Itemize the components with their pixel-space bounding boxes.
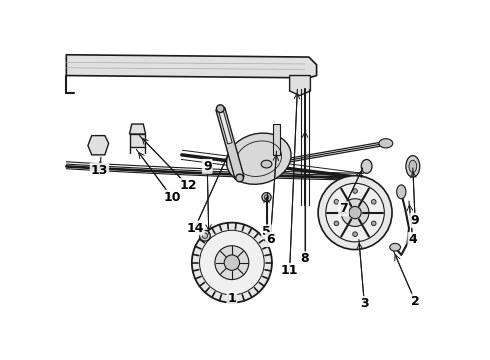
Ellipse shape (397, 185, 406, 199)
Ellipse shape (199, 230, 210, 241)
Text: 6: 6 (266, 233, 275, 246)
Ellipse shape (202, 233, 208, 238)
Text: 12: 12 (179, 179, 196, 192)
Text: 11: 11 (281, 264, 298, 277)
Text: 3: 3 (360, 297, 368, 310)
Circle shape (318, 176, 392, 249)
Ellipse shape (262, 193, 271, 202)
Polygon shape (218, 108, 232, 144)
Ellipse shape (390, 243, 400, 251)
Circle shape (334, 221, 339, 226)
Circle shape (192, 222, 272, 303)
Text: 1: 1 (227, 292, 236, 305)
Circle shape (334, 199, 339, 204)
Text: 5: 5 (262, 225, 271, 238)
Text: 9: 9 (411, 214, 419, 227)
Ellipse shape (261, 160, 272, 168)
Circle shape (353, 189, 357, 193)
Polygon shape (290, 76, 311, 95)
Polygon shape (216, 107, 244, 179)
Ellipse shape (264, 195, 269, 199)
Text: 2: 2 (411, 294, 419, 308)
Circle shape (215, 246, 249, 280)
Polygon shape (130, 134, 145, 147)
Circle shape (236, 174, 244, 182)
Polygon shape (88, 136, 109, 155)
Circle shape (349, 206, 361, 219)
Circle shape (353, 232, 357, 237)
Text: 4: 4 (409, 233, 417, 246)
Circle shape (224, 255, 240, 270)
Circle shape (326, 183, 384, 242)
Text: 7: 7 (339, 202, 348, 215)
Circle shape (199, 230, 264, 295)
Circle shape (371, 199, 376, 204)
Ellipse shape (226, 133, 291, 184)
Circle shape (371, 221, 376, 226)
Polygon shape (66, 55, 317, 78)
Ellipse shape (406, 156, 420, 177)
Ellipse shape (379, 139, 393, 148)
Ellipse shape (409, 160, 416, 172)
Ellipse shape (361, 159, 372, 173)
Text: 10: 10 (163, 191, 180, 204)
Text: 13: 13 (91, 164, 108, 177)
Text: 9: 9 (203, 160, 212, 173)
Circle shape (341, 199, 369, 226)
Text: 14: 14 (186, 221, 204, 234)
Circle shape (217, 105, 224, 112)
Text: 8: 8 (301, 252, 309, 265)
FancyBboxPatch shape (273, 124, 280, 155)
Polygon shape (129, 124, 146, 134)
